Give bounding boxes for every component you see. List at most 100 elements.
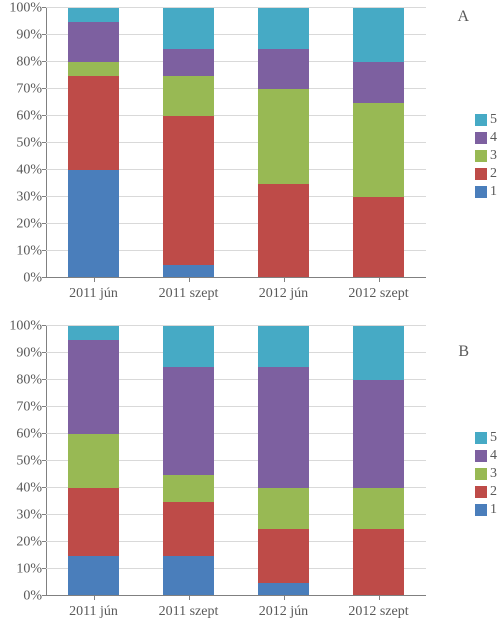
legend-item-5: 5	[475, 430, 497, 446]
legend-item-4: 4	[475, 448, 497, 464]
x-label: 2011 szept	[141, 604, 236, 620]
legend-item-1: 1	[475, 502, 497, 518]
bar-slot	[331, 8, 426, 278]
y-tick	[42, 115, 46, 116]
x-label: 2012 szept	[331, 604, 426, 620]
y-label: 10%	[16, 243, 42, 259]
y-tick	[42, 379, 46, 380]
legend-swatch	[475, 504, 487, 516]
page: 0%10%20%30%40%50%60%70%80%90%100% A 5432…	[0, 0, 501, 637]
legend-label: 5	[490, 430, 497, 446]
legend-label: 4	[490, 448, 497, 464]
y-label: 70%	[16, 81, 42, 97]
y-tick	[42, 487, 46, 488]
legend-label: 1	[490, 184, 497, 200]
y-label: 0%	[23, 588, 42, 604]
y-label: 100%	[9, 318, 42, 334]
legend-swatch	[475, 114, 487, 126]
bar-segment-5	[68, 326, 119, 340]
y-tick	[42, 460, 46, 461]
bar-segment-5	[258, 326, 309, 367]
y-label: 30%	[16, 507, 42, 523]
legend-label: 2	[490, 166, 497, 182]
y-tick	[42, 142, 46, 143]
y-tick	[42, 61, 46, 62]
bar-slot	[141, 8, 236, 278]
y-tick	[42, 250, 46, 251]
y-tick	[42, 406, 46, 407]
y-label: 30%	[16, 189, 42, 205]
stacked-bar	[163, 326, 214, 596]
x-tick	[94, 278, 95, 282]
bar-segment-2	[68, 76, 119, 171]
bar-segment-2	[353, 529, 404, 597]
bar-segment-3	[258, 89, 309, 184]
bar-segment-2	[258, 184, 309, 279]
stacked-bar	[258, 326, 309, 596]
bar-segment-5	[163, 326, 214, 367]
y-label: 10%	[16, 561, 42, 577]
legend-A: 5 4 3 2 1	[475, 110, 497, 202]
plot-area-A: 0%10%20%30%40%50%60%70%80%90%100%	[46, 8, 426, 278]
x-tick	[189, 596, 190, 600]
x-axis-B	[46, 595, 426, 596]
legend-item-5: 5	[475, 112, 497, 128]
y-label: 40%	[16, 162, 42, 178]
x-label: 2012 jún	[236, 286, 331, 302]
panel-A: 0%10%20%30%40%50%60%70%80%90%100% A 5432…	[0, 0, 501, 318]
plot-area-B: 0%10%20%30%40%50%60%70%80%90%100%	[46, 326, 426, 596]
stacked-bar	[353, 326, 404, 596]
bar-segment-3	[163, 475, 214, 502]
bar-segment-4	[258, 367, 309, 489]
x-tick	[284, 278, 285, 282]
y-tick	[42, 277, 46, 278]
bar-segment-3	[258, 488, 309, 529]
bar-slot	[46, 326, 141, 596]
y-label: 100%	[9, 0, 42, 16]
bar-segment-2	[258, 529, 309, 583]
bar-segment-2	[163, 502, 214, 556]
bar-segment-4	[68, 340, 119, 435]
y-tick	[42, 34, 46, 35]
y-label: 70%	[16, 399, 42, 415]
stacked-bar	[68, 8, 119, 278]
y-label: 90%	[16, 27, 42, 43]
bar-segment-3	[353, 488, 404, 529]
y-label: 90%	[16, 345, 42, 361]
y-tick	[42, 7, 46, 8]
legend-swatch	[475, 432, 487, 444]
legend-label: 2	[490, 484, 497, 500]
legend-item-2: 2	[475, 484, 497, 500]
x-label: 2011 jún	[46, 286, 141, 302]
bar-segment-5	[353, 326, 404, 380]
bar-slot	[141, 326, 236, 596]
legend-item-3: 3	[475, 466, 497, 482]
y-label: 0%	[23, 270, 42, 286]
legend-item-3: 3	[475, 148, 497, 164]
legend-swatch	[475, 468, 487, 480]
x-label: 2011 jún	[46, 604, 141, 620]
legend-label: 4	[490, 130, 497, 146]
y-tick	[42, 352, 46, 353]
bar-segment-4	[163, 49, 214, 76]
bar-segment-4	[163, 367, 214, 475]
legend-swatch	[475, 486, 487, 498]
bar-segment-2	[68, 488, 119, 556]
y-label: 40%	[16, 480, 42, 496]
y-tick	[42, 541, 46, 542]
y-tick	[42, 433, 46, 434]
bar-slot	[331, 326, 426, 596]
y-label: 50%	[16, 135, 42, 151]
legend-item-4: 4	[475, 130, 497, 146]
x-tick	[379, 596, 380, 600]
bar-segment-1	[68, 556, 119, 597]
bar-slot	[46, 8, 141, 278]
stacked-bar	[68, 326, 119, 596]
y-tick	[42, 595, 46, 596]
bar-segment-5	[163, 8, 214, 49]
legend-item-2: 2	[475, 166, 497, 182]
stacked-bar	[258, 8, 309, 278]
bar-segment-1	[258, 583, 309, 597]
y-tick	[42, 514, 46, 515]
legend-swatch	[475, 150, 487, 162]
